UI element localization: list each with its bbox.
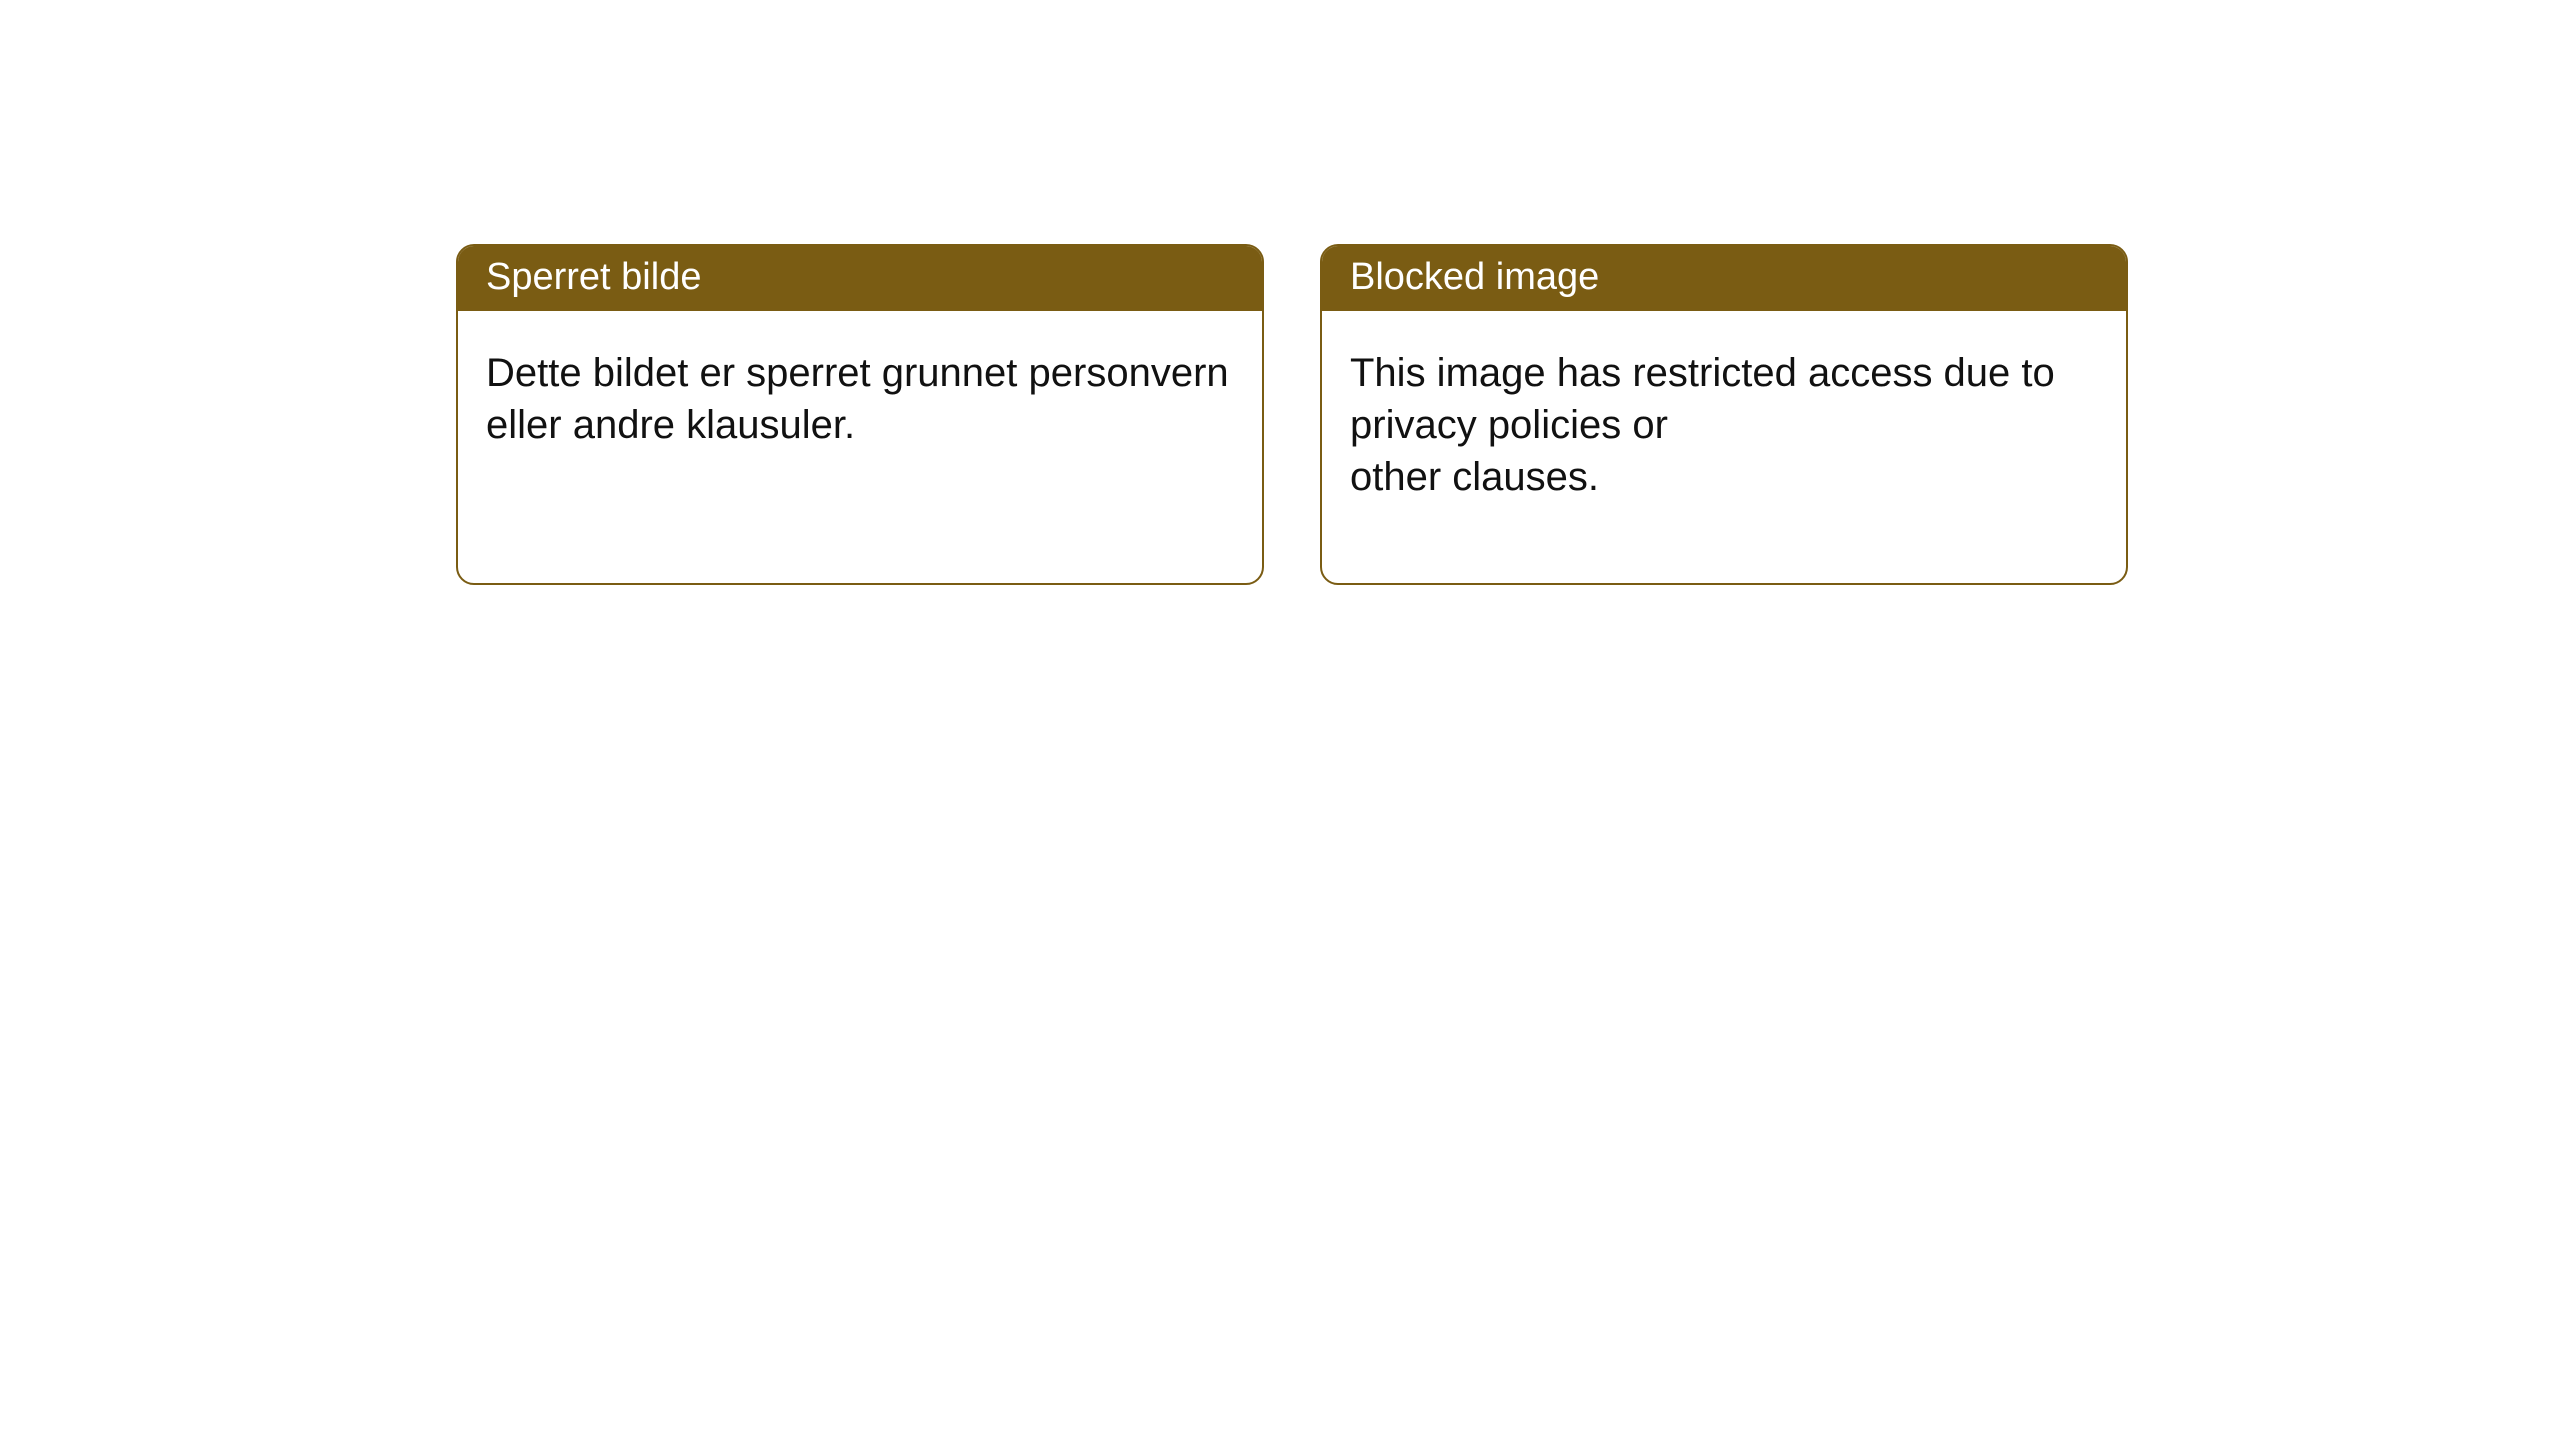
notice-card-norwegian: Sperret bilde Dette bildet er sperret gr… [456, 244, 1264, 585]
notice-card-english: Blocked image This image has restricted … [1320, 244, 2128, 585]
notice-body-norwegian: Dette bildet er sperret grunnet personve… [458, 311, 1262, 531]
notice-body-english: This image has restricted access due to … [1322, 311, 2126, 583]
notice-container: Sperret bilde Dette bildet er sperret gr… [0, 0, 2560, 585]
notice-header-norwegian: Sperret bilde [458, 246, 1262, 311]
notice-header-english: Blocked image [1322, 246, 2126, 311]
